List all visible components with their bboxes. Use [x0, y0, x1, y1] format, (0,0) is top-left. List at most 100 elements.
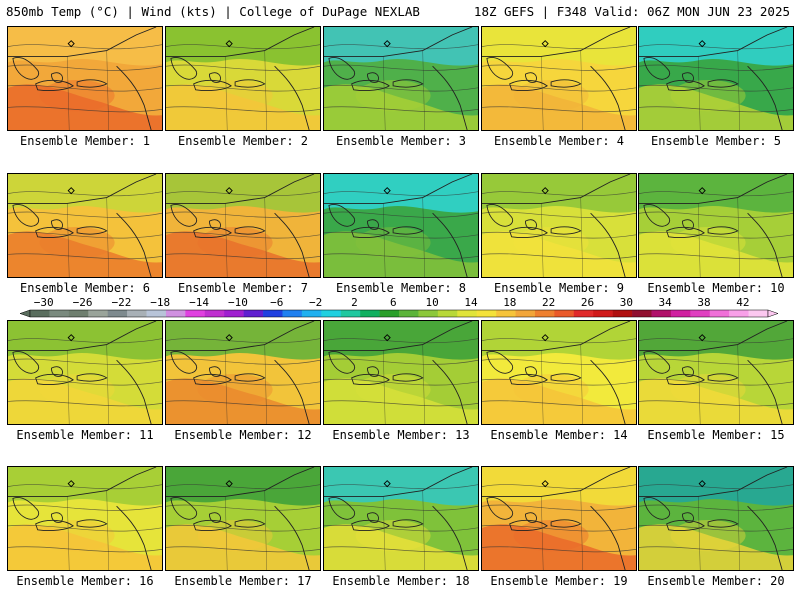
colorbar-segment: [651, 310, 671, 317]
temperature-map: [166, 174, 320, 277]
colorbar-segment: [166, 310, 186, 317]
temperature-map: [8, 27, 162, 130]
colorbar-segment: [88, 310, 108, 317]
colorbar-segment: [710, 310, 730, 317]
colorbar-segment: [749, 310, 769, 317]
ensemble-panel: [7, 320, 163, 425]
member-label: Ensemble Member: 9: [481, 281, 637, 295]
colorbar-segment: [147, 310, 167, 317]
colorbar-tick-label: 22: [542, 296, 555, 309]
ensemble-panel: [323, 26, 479, 131]
ensemble-panel: [638, 173, 794, 278]
colorbar-segment: [729, 310, 749, 317]
colorbar-tick-label: −6: [270, 296, 283, 309]
colorbar-tick-label: 6: [390, 296, 397, 309]
temperature-map: [324, 467, 478, 570]
temperature-map: [482, 174, 636, 277]
colorbar-segment: [496, 310, 516, 317]
colorbar-tick-label: 26: [581, 296, 594, 309]
colorbar-tick-label: −30: [34, 296, 54, 309]
colorbar-tick-label: 42: [736, 296, 749, 309]
ensemble-panel: [7, 466, 163, 571]
member-label: Ensemble Member: 19: [481, 574, 637, 588]
temperature-map: [639, 27, 793, 130]
temperature-map: [8, 174, 162, 277]
member-label: Ensemble Member: 6: [7, 281, 163, 295]
ensemble-panel: [165, 466, 321, 571]
member-label: Ensemble Member: 1: [7, 134, 163, 148]
ensemble-panel: [165, 173, 321, 278]
colorbar-segment: [632, 310, 652, 317]
colorbar-tick-label: 18: [503, 296, 516, 309]
temperature-map: [8, 321, 162, 424]
colorbar-tick-label: 30: [620, 296, 633, 309]
colorbar-right-arrow: [768, 310, 778, 317]
colorbar-segment: [185, 310, 205, 317]
colorbar-left-arrow: [20, 310, 30, 317]
colorbar-segment: [127, 310, 147, 317]
colorbar-segment: [593, 310, 613, 317]
member-label: Ensemble Member: 2: [165, 134, 321, 148]
member-label: Ensemble Member: 8: [323, 281, 479, 295]
colorbar-segment: [574, 310, 594, 317]
colorbar-segment: [690, 310, 710, 317]
ensemble-panel: [323, 173, 479, 278]
ensemble-panel: [638, 320, 794, 425]
temperature-map: [482, 467, 636, 570]
ensemble-panel: [481, 173, 637, 278]
member-label: Ensemble Member: 7: [165, 281, 321, 295]
member-label: Ensemble Member: 11: [7, 428, 163, 442]
ensemble-panel: [165, 320, 321, 425]
colorbar-tick-label: −2: [309, 296, 322, 309]
ensemble-panel: [7, 26, 163, 131]
map-title: 850mb Temp (°C) | Wind (kts) | College o…: [6, 4, 420, 19]
member-label: Ensemble Member: 13: [323, 428, 479, 442]
colorbar-segment: [282, 310, 302, 317]
colorbar-segment: [457, 310, 477, 317]
colorbar-segment: [438, 310, 458, 317]
colorbar-segment: [477, 310, 497, 317]
colorbar-segment: [671, 310, 691, 317]
colorbar-segment: [224, 310, 244, 317]
colorbar-tick-label: 34: [659, 296, 672, 309]
colorbar-segment: [69, 310, 89, 317]
run-info: 18Z GEFS | F348 Valid: 06Z MON JUN 23 20…: [474, 4, 790, 19]
colorbar-segment: [535, 310, 555, 317]
colorbar-segment: [302, 310, 322, 317]
colorbar-segment: [613, 310, 633, 317]
colorbar-segment: [263, 310, 283, 317]
member-label: Ensemble Member: 16: [7, 574, 163, 588]
colorbar-tick-label: −26: [73, 296, 93, 309]
ensemble-panel: [165, 26, 321, 131]
colorbar-tick-label: 14: [464, 296, 477, 309]
member-label: Ensemble Member: 12: [165, 428, 321, 442]
ensemble-panel: [7, 173, 163, 278]
ensemble-panel: [481, 320, 637, 425]
temperature-map: [166, 321, 320, 424]
colorbar-segment: [49, 310, 69, 317]
temperature-map: [324, 27, 478, 130]
member-label: Ensemble Member: 15: [638, 428, 794, 442]
colorbar-segment: [321, 310, 341, 317]
colorbar-segment: [380, 310, 400, 317]
member-label: Ensemble Member: 14: [481, 428, 637, 442]
colorbar-tick-label: −14: [189, 296, 209, 309]
colorbar-tick-label: 10: [426, 296, 439, 309]
temperature-map: [324, 321, 478, 424]
temperature-map: [639, 174, 793, 277]
ensemble-panel: [323, 320, 479, 425]
temperature-map: [8, 467, 162, 570]
colorbar-segment: [30, 310, 50, 317]
member-label: Ensemble Member: 5: [638, 134, 794, 148]
colorbar-segment: [205, 310, 225, 317]
ensemble-panel: [638, 466, 794, 571]
ensemble-panel: [638, 26, 794, 131]
ensemble-panel: [481, 26, 637, 131]
colorbar-segment: [516, 310, 536, 317]
temperature-map: [324, 174, 478, 277]
ensemble-panel: [481, 466, 637, 571]
member-label: Ensemble Member: 17: [165, 574, 321, 588]
colorbar-tick-label: −10: [228, 296, 248, 309]
temperature-map: [639, 467, 793, 570]
temperature-map: [639, 321, 793, 424]
